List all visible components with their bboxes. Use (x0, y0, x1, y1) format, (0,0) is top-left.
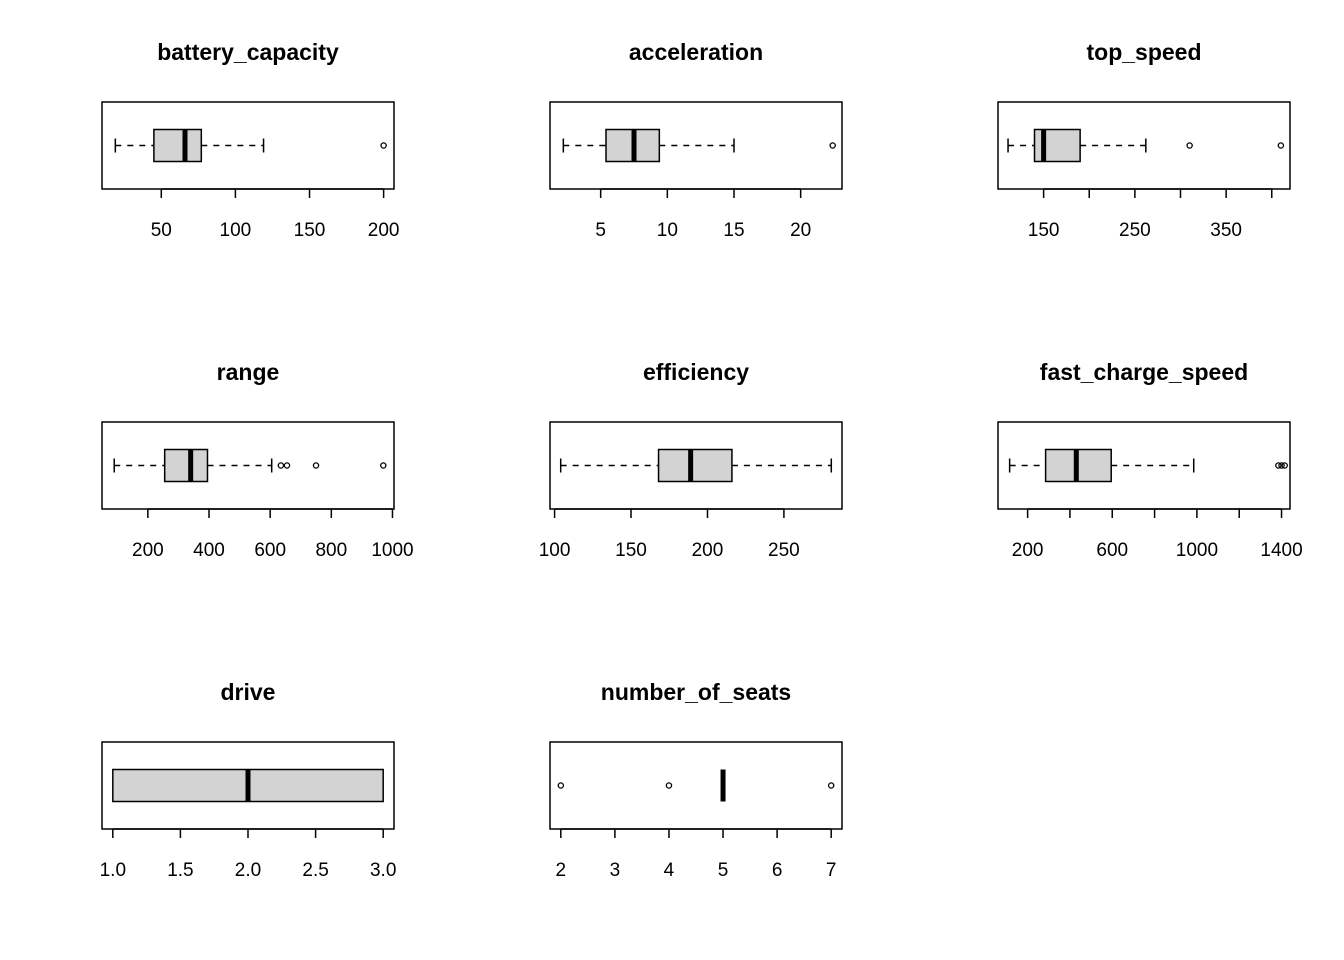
boxplot-panel-efficiency: efficiency 100 150 200 250 (539, 359, 843, 561)
outlier-point (277, 462, 285, 469)
plot-frame (549, 741, 843, 830)
x-tick-label: 600 (254, 540, 286, 561)
x-tick-label: 250 (1119, 220, 1151, 241)
x-tick-label: 2.5 (302, 860, 328, 881)
x-tick-label: 200 (132, 540, 164, 561)
outlier-point (1186, 142, 1193, 149)
x-tick-label: 150 (615, 540, 647, 561)
boxplot-panel-top_speed: top_speed 150 250 350 (997, 39, 1291, 241)
panel-title: battery_capacity (157, 39, 339, 65)
outlier-point (829, 142, 836, 149)
x-tick-label: 200 (692, 540, 724, 561)
x-tick-label: 3.0 (370, 860, 396, 881)
x-tick-label: 1000 (1176, 540, 1218, 561)
x-tick-label: 20 (790, 220, 811, 241)
x-tick-label: 2.0 (235, 860, 261, 881)
x-tick-label: 1.5 (167, 860, 193, 881)
boxplot-panel-acceleration: acceleration 5 10 15 20 (549, 39, 843, 241)
boxplot-panel-range: range 200 400 600 800 1000 (101, 359, 414, 561)
x-tick-label: 100 (539, 540, 571, 561)
outlier-point (380, 462, 387, 469)
x-tick-label: 7 (826, 860, 837, 881)
panel-title: number_of_seats (601, 679, 791, 705)
x-tick-label: 10 (657, 220, 678, 241)
boxplot-panel-battery_capacity: battery_capacity 50 100 150 200 (101, 39, 400, 241)
panel-title: fast_charge_speed (1040, 359, 1248, 385)
outlier-point (380, 142, 387, 149)
iqr-box (153, 128, 203, 163)
iqr-box (163, 448, 209, 483)
boxplot-panel-drive: drive 1.0 1.5 2.0 2.5 3.0 (100, 679, 397, 881)
outlier-point (827, 782, 835, 789)
boxplot-panel-number_of_seats: number_of_seats 2 3 4 5 6 7 (549, 679, 843, 881)
x-tick-label: 400 (193, 540, 225, 561)
outlier-point (1275, 462, 1282, 469)
x-tick-label: 250 (768, 540, 800, 561)
x-tick-label: 150 (294, 220, 326, 241)
panel-title: drive (221, 679, 276, 705)
x-tick-label: 6 (772, 860, 783, 881)
outlier-point (557, 782, 565, 789)
panel-title: top_speed (1086, 39, 1201, 65)
outlier-point (665, 782, 673, 789)
x-tick-label: 200 (368, 220, 400, 241)
outlier-point (283, 462, 291, 469)
x-tick-label: 600 (1096, 540, 1128, 561)
outlier-point (1278, 462, 1285, 469)
panel-title: efficiency (643, 359, 749, 385)
plot-frame (997, 421, 1291, 510)
x-tick-label: 150 (1028, 220, 1060, 241)
x-tick-label: 3 (610, 860, 621, 881)
x-tick-label: 4 (664, 860, 675, 881)
x-tick-label: 15 (723, 220, 744, 241)
outlier-point (1281, 462, 1288, 469)
x-tick-label: 50 (151, 220, 172, 241)
x-tick-label: 200 (1012, 540, 1044, 561)
x-tick-label: 5 (595, 220, 606, 241)
outlier-point (312, 462, 320, 469)
iqr-box (657, 448, 733, 483)
panel-title: acceleration (629, 39, 763, 65)
panel-title: range (217, 359, 280, 385)
x-tick-label: 1400 (1260, 540, 1302, 561)
x-tick-label: 1.0 (100, 860, 126, 881)
plot-frame (101, 101, 395, 190)
outlier-point (1277, 142, 1285, 149)
x-tick-label: 350 (1210, 220, 1242, 241)
boxplot-panel-fast_charge_speed: fast_charge_speed 200 600 1000 1400 (997, 359, 1303, 561)
x-tick-label: 5 (718, 860, 729, 881)
x-tick-label: 2 (556, 860, 567, 881)
x-tick-label: 1000 (371, 540, 413, 561)
x-tick-label: 100 (220, 220, 252, 241)
x-tick-label: 800 (315, 540, 347, 561)
